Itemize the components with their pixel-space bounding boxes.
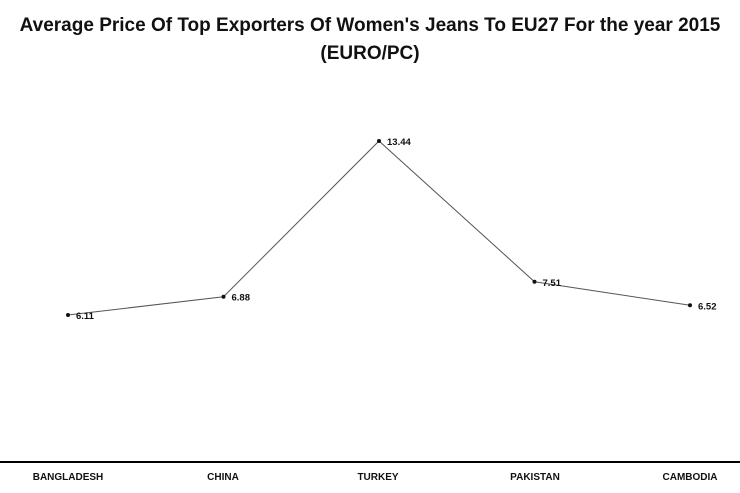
- data-point: [66, 313, 70, 317]
- data-label: 6.52: [698, 301, 717, 312]
- x-tick-label: TURKEY: [357, 472, 398, 483]
- data-point: [377, 139, 381, 143]
- category-labels: BANGLADESH CHINA TURKEY PAKISTAN CAMBODIA: [33, 472, 718, 483]
- data-point: [688, 303, 692, 308]
- x-tick-label: CHINA: [207, 472, 239, 483]
- data-point: [532, 279, 537, 284]
- series-line: [67, 140, 691, 316]
- x-tick-label: PAKISTAN: [510, 472, 560, 483]
- series-layer: 6.11 6.88 13.44 7.51 6.52: [66, 137, 717, 322]
- data-label: 6.11: [76, 311, 95, 322]
- chart-title: Average Price Of Top Exporters Of Women'…: [19, 15, 721, 64]
- data-label: 7.51: [543, 278, 562, 289]
- x-tick-label: BANGLADESH: [33, 472, 104, 483]
- data-label: 6.88: [232, 293, 251, 304]
- data-label: 13.44: [387, 137, 411, 148]
- data-point: [221, 294, 226, 299]
- x-tick-label: CAMBODIA: [663, 472, 718, 483]
